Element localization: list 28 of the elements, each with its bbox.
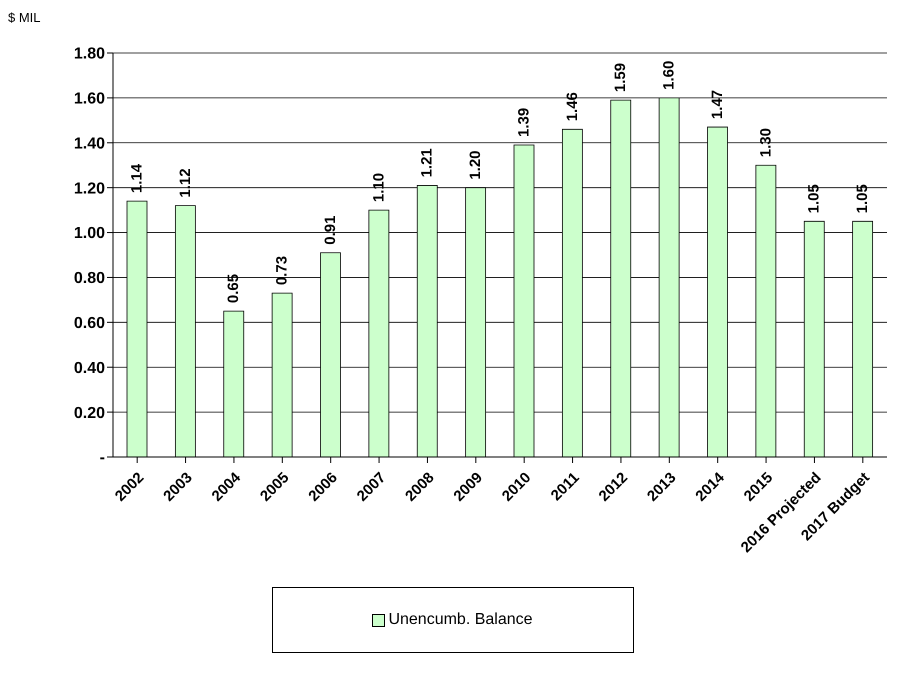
data-label: 1.30 (757, 128, 774, 158)
y-tick-label: 1.20 (74, 180, 106, 198)
data-label: 1.14 (128, 163, 146, 194)
data-label: 1.46 (564, 92, 581, 122)
y-tick-label: 0.80 (74, 270, 106, 288)
y-tick-label: 1.00 (74, 225, 106, 242)
y-tick-label: 1.40 (74, 135, 106, 152)
y-tick-label: 0.40 (74, 360, 106, 377)
data-label: 1.10 (370, 172, 388, 202)
y-tick-label: 0.20 (74, 404, 106, 422)
data-label: 1.59 (612, 62, 630, 92)
y-axis-title: $ MIL (8, 10, 41, 25)
data-label: 1.05 (854, 184, 872, 214)
data-label: 1.47 (709, 90, 726, 120)
data-label: 1.39 (516, 108, 532, 138)
data-label: 1.60 (660, 60, 678, 90)
legend-label: Unencumb. Balance (387, 611, 533, 629)
y-tick-label: - (100, 450, 105, 467)
data-label: 1.21 (418, 148, 436, 178)
data-label: 1.12 (176, 168, 194, 198)
data-label: 1.05 (806, 184, 823, 214)
y-tick-label: 1.60 (74, 90, 106, 108)
y-tick-label: 0.60 (74, 315, 106, 332)
data-label: 0.65 (225, 274, 242, 304)
data-label: 0.91 (322, 216, 339, 245)
data-label: 1.20 (467, 150, 484, 180)
y-tick-label: 1.80 (74, 46, 106, 63)
data-label: 0.73 (274, 256, 291, 286)
